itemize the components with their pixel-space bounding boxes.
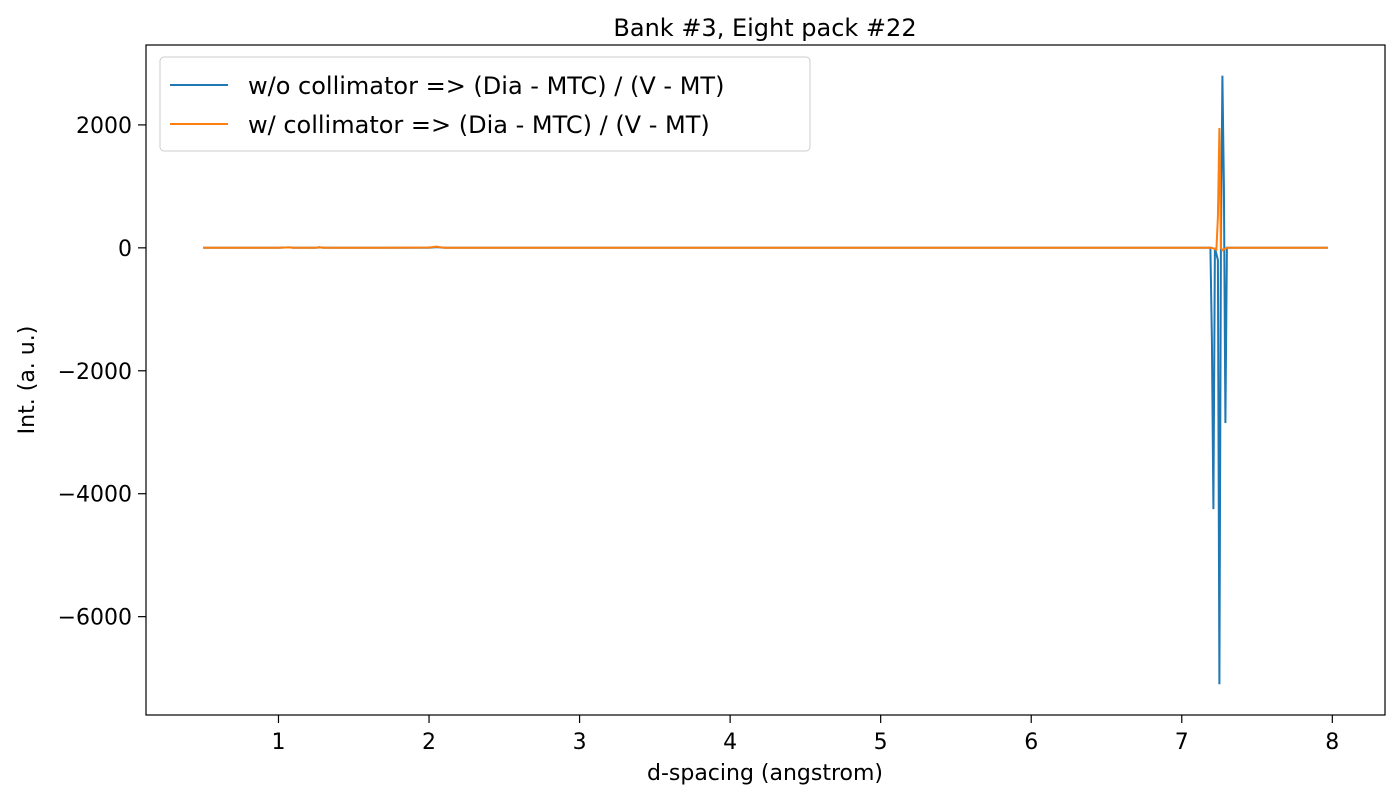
legend: w/o collimator => (Dia - MTC) / (V - MT)… (159, 56, 811, 152)
x-tick-label: 3 (573, 730, 587, 755)
series-line-1 (203, 127, 1328, 252)
y-tick-label: 0 (118, 237, 132, 262)
x-axis: 1 2 3 4 5 6 7 8 (271, 715, 1339, 755)
legend-box (159, 56, 811, 152)
x-tick-label: 4 (723, 730, 737, 755)
y-tick-label: −6000 (58, 606, 132, 631)
chart-title: Bank #3, Eight pack #22 (613, 14, 916, 42)
x-tick-label: 8 (1325, 730, 1339, 755)
y-axis: 2000 0 −2000 −4000 −6000 (58, 114, 146, 631)
y-tick-label: −4000 (58, 483, 132, 508)
x-tick-label: 5 (874, 730, 888, 755)
x-tick-label: 6 (1024, 730, 1038, 755)
y-tick-label: 2000 (76, 114, 132, 139)
y-tick-label: −2000 (58, 360, 132, 385)
legend-label-1: w/ collimator => (Dia - MTC) / (V - MT) (248, 111, 710, 139)
series-line-0 (203, 75, 1328, 685)
x-tick-label: 7 (1175, 730, 1189, 755)
x-tick-label: 1 (271, 730, 285, 755)
plot-lines (203, 75, 1328, 685)
plot-frame (145, 44, 1386, 716)
x-axis-label: d-spacing (angstrom) (647, 761, 883, 786)
legend-label-0: w/o collimator => (Dia - MTC) / (V - MT) (248, 72, 724, 100)
y-axis-label: Int. (a. u.) (15, 326, 40, 435)
x-tick-label: 2 (422, 730, 436, 755)
